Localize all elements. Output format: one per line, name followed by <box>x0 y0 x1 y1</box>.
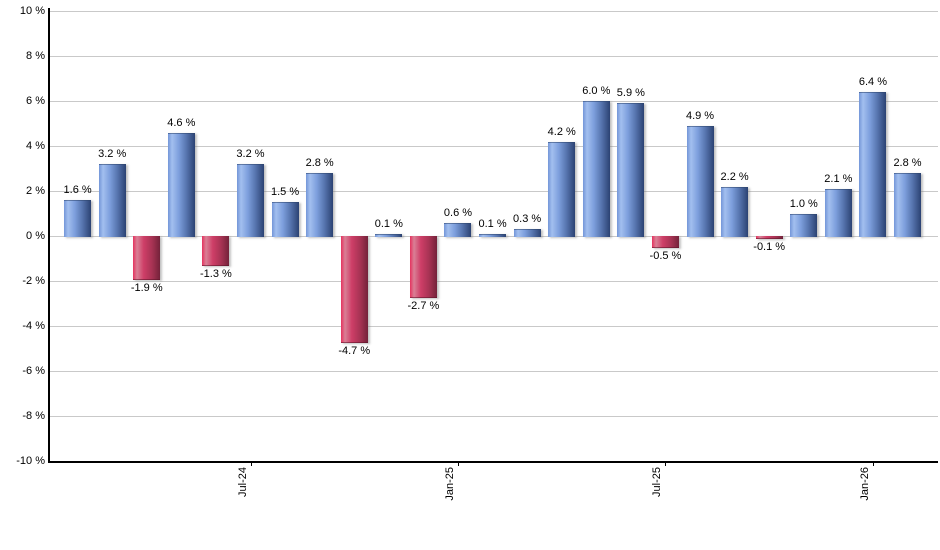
bar-value-label: -2.7 % <box>407 299 440 312</box>
bar-value-label: 5.9 % <box>616 87 645 100</box>
bar[interactable] <box>894 173 922 237</box>
bar-value-label: 0.3 % <box>513 213 542 226</box>
bar-value-label: 6.0 % <box>582 85 611 97</box>
y-gridline <box>49 281 938 282</box>
y-gridline <box>49 56 938 57</box>
y-axis-tick-label: 10 % <box>19 4 45 17</box>
bar-value-label: 2.8 % <box>893 157 922 169</box>
y-gridline <box>49 191 938 192</box>
y-axis-tick-label: 6 % <box>26 94 45 107</box>
bar-value-label: -1.9 % <box>130 281 163 294</box>
bar-value-label: 0.6 % <box>443 206 473 219</box>
bar[interactable] <box>548 141 576 237</box>
bar[interactable] <box>824 188 852 237</box>
y-gridline <box>49 326 938 327</box>
bar-value-label: 4.2 % <box>547 125 576 138</box>
x-axis-tick-label: Jan-25 <box>443 467 456 501</box>
y-axis-tick-label: -2 % <box>22 274 45 287</box>
bar[interactable] <box>755 236 783 240</box>
bar[interactable] <box>133 236 161 280</box>
bar[interactable] <box>686 125 714 237</box>
bar[interactable] <box>98 164 126 237</box>
bar[interactable] <box>202 236 230 267</box>
bar-value-label: 1.5 % <box>271 186 300 199</box>
y-axis-tick-label: 2 % <box>26 184 45 197</box>
bar-value-label: 2.1 % <box>824 172 853 185</box>
bar[interactable] <box>513 229 541 237</box>
y-gridline <box>49 146 938 147</box>
y-gridline <box>49 11 938 12</box>
bar[interactable] <box>582 101 610 237</box>
bar-value-label: 2.8 % <box>305 157 334 169</box>
bar-value-label: 3.2 % <box>236 148 265 160</box>
bar-value-label: -1.3 % <box>200 268 232 281</box>
bar[interactable] <box>651 236 679 249</box>
bar-value-label: 1.6 % <box>63 184 92 196</box>
y-gridline <box>49 416 938 417</box>
x-axis-tick-label: Jan-26 <box>858 467 871 501</box>
y-axis-tick-label: -6 % <box>22 364 45 377</box>
bar[interactable] <box>859 92 887 237</box>
bar-value-label: 0.1 % <box>478 217 507 230</box>
x-axis-tick-label: Jul-24 <box>236 467 249 497</box>
x-axis-tick-mark <box>457 461 459 466</box>
bar[interactable] <box>479 233 507 237</box>
bar[interactable] <box>790 213 818 237</box>
y-axis-tick-label: 8 % <box>26 49 45 62</box>
bar[interactable] <box>271 202 299 237</box>
x-axis-tick-mark <box>665 461 667 466</box>
bar[interactable] <box>306 173 334 237</box>
bar[interactable] <box>721 186 749 237</box>
bar-value-label: 3.2 % <box>98 148 127 160</box>
bar[interactable] <box>375 233 403 237</box>
x-axis-tick-mark <box>250 461 252 466</box>
y-gridline <box>49 101 938 102</box>
bar[interactable] <box>167 132 195 237</box>
x-axis-tick-mark <box>872 461 874 466</box>
bar-value-label: -4.7 % <box>338 344 371 357</box>
y-axis-line <box>48 8 50 462</box>
bar-value-label: -0.1 % <box>753 241 786 254</box>
y-axis-tick-label: -4 % <box>22 319 45 332</box>
y-axis-tick-label: 0 % <box>26 229 45 242</box>
x-axis-line <box>48 461 938 463</box>
bar-value-label: -0.5 % <box>649 250 682 263</box>
bar-value-label: 4.9 % <box>685 109 715 122</box>
y-gridline <box>49 371 938 372</box>
bar[interactable] <box>340 236 368 343</box>
y-axis-tick-label: -8 % <box>22 409 45 422</box>
bar-value-label: 2.2 % <box>720 170 749 183</box>
bar-value-label: 6.4 % <box>858 76 887 88</box>
x-axis-tick-label: Jul-25 <box>651 467 664 497</box>
y-axis-tick-label: 4 % <box>26 139 45 152</box>
bar[interactable] <box>409 236 437 298</box>
bar[interactable] <box>237 164 264 237</box>
bar-value-label: 0.1 % <box>374 217 403 230</box>
y-axis-tick-label: -10 % <box>16 454 45 467</box>
bar[interactable] <box>617 103 645 237</box>
bar-value-label: 1.0 % <box>789 197 818 210</box>
bar[interactable] <box>64 200 92 237</box>
bar-value-label: 4.6 % <box>167 116 196 129</box>
bar[interactable] <box>444 222 472 237</box>
